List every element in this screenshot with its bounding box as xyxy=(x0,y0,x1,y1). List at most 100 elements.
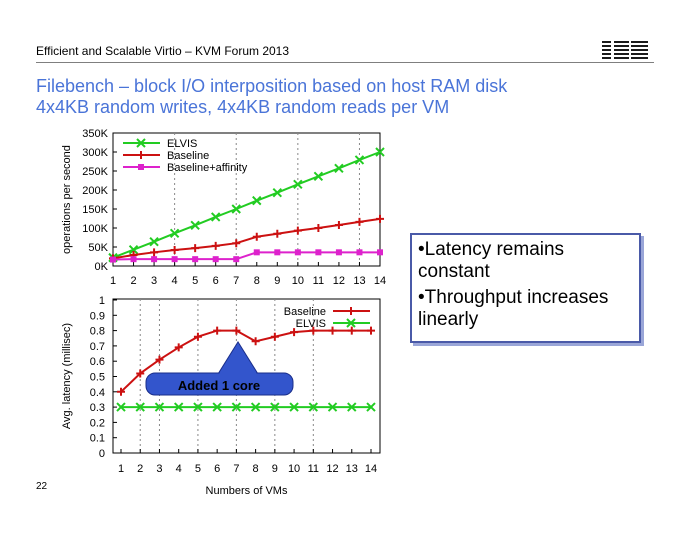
data-point xyxy=(212,256,219,263)
title-line-1: Filebench – block I/O interposition base… xyxy=(36,76,508,96)
data-point xyxy=(375,147,385,157)
legend-marker xyxy=(138,164,144,170)
callout-line-1: •Latency remains constant xyxy=(418,239,565,282)
x-tick-label: 3 xyxy=(151,275,157,287)
legend-label: ELVIS xyxy=(296,318,326,330)
y-tick-label: 0.1 xyxy=(90,433,105,445)
data-point xyxy=(314,224,323,232)
data-point xyxy=(253,249,260,256)
annotation-joint xyxy=(219,343,257,374)
data-point xyxy=(355,217,364,226)
data-point xyxy=(293,226,302,235)
y-tick-label: 300K xyxy=(82,147,108,159)
data-point xyxy=(274,249,281,256)
data-point xyxy=(252,195,262,206)
legend-label: ELVIS xyxy=(167,138,197,150)
data-point xyxy=(290,328,299,337)
data-point xyxy=(151,256,158,263)
data-point xyxy=(252,232,261,241)
data-point xyxy=(251,337,260,346)
x-tick-label: 5 xyxy=(195,463,201,475)
data-point xyxy=(309,326,318,335)
data-point xyxy=(193,332,202,341)
data-point xyxy=(169,228,180,239)
y-tick-label: 100K xyxy=(82,223,108,235)
y-tick-label: 0.5 xyxy=(90,372,105,384)
data-point xyxy=(171,256,178,263)
data-point xyxy=(366,402,376,412)
data-point xyxy=(334,220,343,229)
x-tick-label: 14 xyxy=(365,463,377,475)
y-tick-label: 1 xyxy=(99,295,105,307)
data-point xyxy=(174,343,183,352)
y-tick-label: 0 xyxy=(99,448,105,460)
y-tick-label: 0.9 xyxy=(90,310,105,322)
data-point xyxy=(293,179,303,190)
ibm-logo xyxy=(602,40,648,60)
data-point xyxy=(173,402,184,412)
y-axis-label: Avg. latency (millisec) xyxy=(61,323,73,429)
x-tick-label: 4 xyxy=(176,463,182,475)
data-point xyxy=(212,402,222,412)
legend-marker xyxy=(347,307,355,315)
x-tick-label: 8 xyxy=(253,463,259,475)
x-tick-label: 7 xyxy=(233,463,239,475)
data-point xyxy=(289,402,299,412)
data-point xyxy=(231,402,242,412)
data-point xyxy=(232,239,241,248)
x-tick-label: 10 xyxy=(288,463,300,475)
legend-label: Baseline xyxy=(167,150,209,162)
y-tick-label: 200K xyxy=(82,185,108,197)
data-point xyxy=(270,332,279,341)
data-point xyxy=(193,402,203,412)
y-tick-label: 350K xyxy=(82,128,108,140)
data-point xyxy=(110,256,116,263)
data-point xyxy=(377,249,383,256)
data-point xyxy=(231,204,241,214)
y-tick-label: 0.7 xyxy=(90,341,105,353)
x-tick-label: 6 xyxy=(213,275,219,287)
data-point xyxy=(356,249,363,256)
summary-callout: •Latency remains constant •Throughput in… xyxy=(410,233,641,343)
data-point xyxy=(154,402,165,412)
latency-chart: 00.10.20.30.40.50.60.70.80.911 2 3 4 5 6 7 8 9 10… xyxy=(61,295,381,497)
x-tick-label: 2 xyxy=(130,275,136,287)
callout-line-2: •Throughput increases linearly xyxy=(418,287,609,330)
data-point xyxy=(354,155,365,165)
legend-label: Baseline xyxy=(284,306,326,318)
slide-header: Efficient and Scalable Virtio – KVM Foru… xyxy=(36,44,290,58)
x-tick-label: 13 xyxy=(346,463,358,475)
data-point xyxy=(273,229,282,238)
x-tick-label: 12 xyxy=(326,463,338,475)
data-point xyxy=(149,236,159,247)
x-tick-label: 13 xyxy=(353,275,365,287)
y-tick-label: 150K xyxy=(82,204,108,216)
plot-frame xyxy=(112,132,381,267)
title-line-2: 4x4KB random writes, 4x4KB random reads … xyxy=(36,97,450,117)
legend-marker xyxy=(346,318,356,328)
x-tick-label: 3 xyxy=(156,463,162,475)
data-point xyxy=(117,387,125,396)
y-tick-label: 0.6 xyxy=(90,356,105,368)
x-tick-label: 12 xyxy=(333,275,345,287)
data-point xyxy=(232,326,241,335)
data-point xyxy=(334,163,344,174)
series-line xyxy=(112,151,381,259)
y-tick-label: 250K xyxy=(82,166,108,178)
legend-marker xyxy=(137,151,145,159)
data-point xyxy=(272,187,283,198)
x-tick-label: 11 xyxy=(313,275,324,287)
x-tick-label: 10 xyxy=(292,275,304,287)
data-point xyxy=(150,248,159,257)
y-tick-label: 0.8 xyxy=(90,326,105,338)
x-tick-label: 11 xyxy=(308,463,319,475)
page-number: 22 xyxy=(36,481,48,492)
data-point xyxy=(233,256,240,263)
data-point xyxy=(155,355,164,364)
x-tick-label: 9 xyxy=(274,275,280,287)
slide-title: Filebench – block I/O interposition base… xyxy=(36,76,507,118)
x-tick-label: 1 xyxy=(118,463,124,475)
data-point xyxy=(191,244,200,253)
data-point xyxy=(328,326,337,335)
